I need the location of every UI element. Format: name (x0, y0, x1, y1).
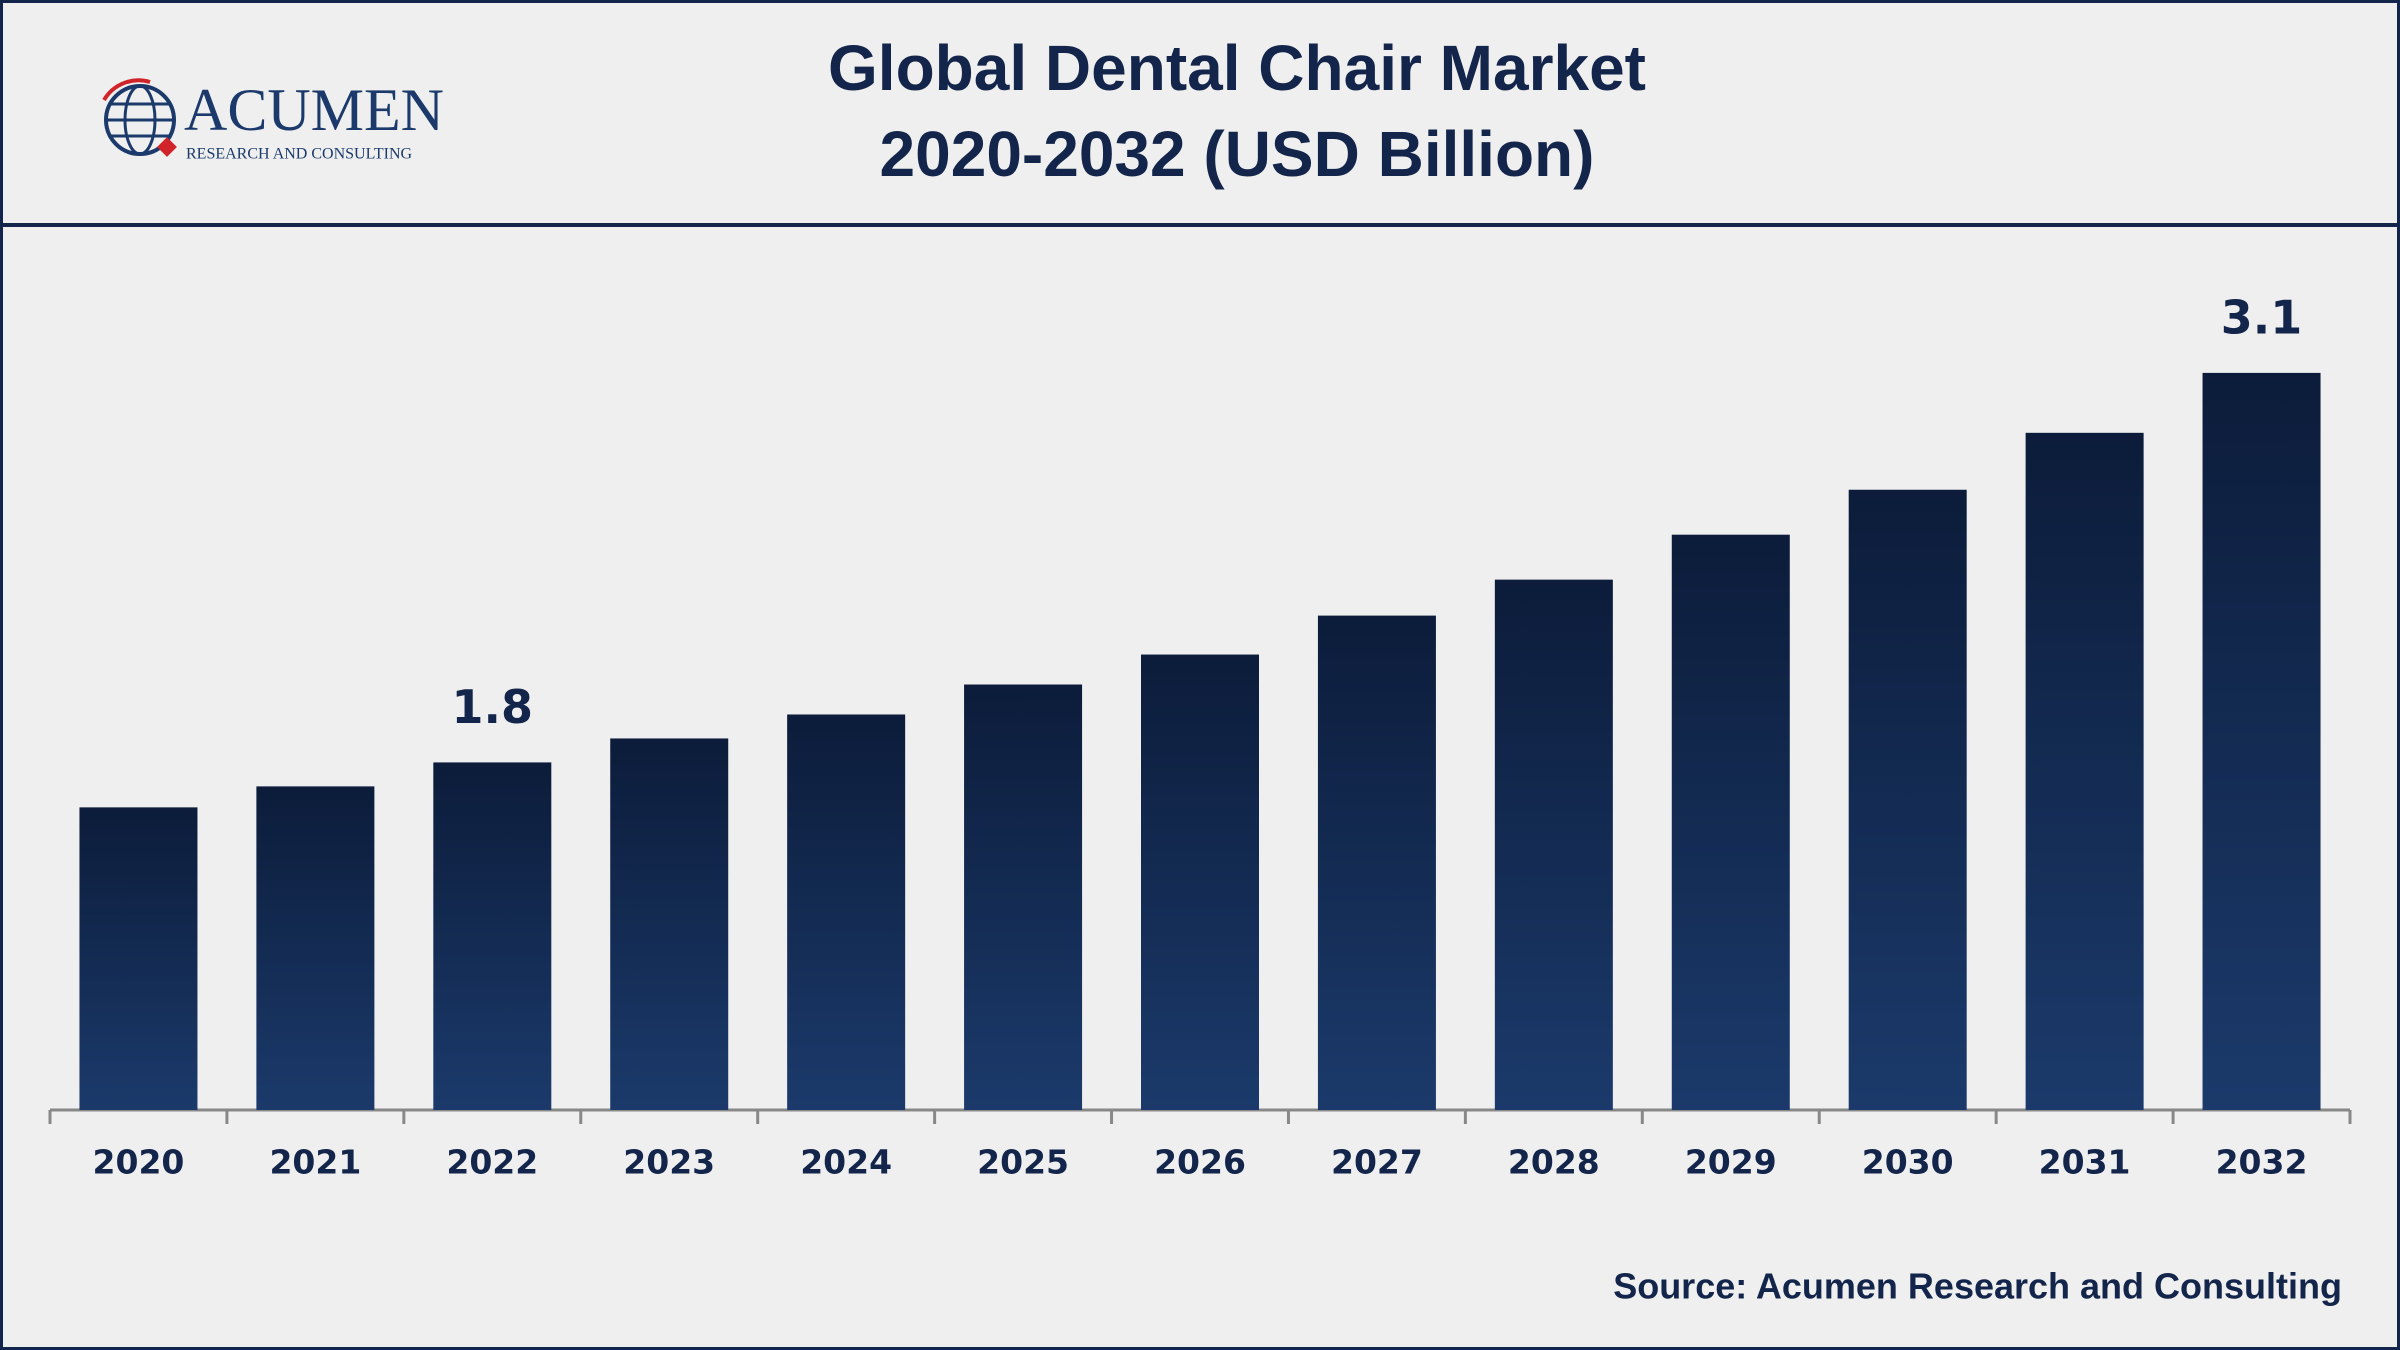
bar (1848, 489, 1967, 1110)
bar (964, 684, 1083, 1110)
x-tick-label: 2027 (1331, 1143, 1423, 1182)
bar (1317, 615, 1436, 1110)
bar (79, 807, 198, 1110)
x-tick-label: 2030 (1862, 1143, 1954, 1182)
x-tick-label: 2031 (2039, 1143, 2131, 1182)
bar (433, 762, 552, 1110)
x-tick-label: 2028 (1508, 1143, 1600, 1182)
logo-tagline: RESEARCH AND CONSULTING (186, 146, 413, 163)
x-tick-label: 2025 (977, 1143, 1069, 1182)
bar (2025, 432, 2144, 1110)
value-label: 1.8 (452, 680, 534, 734)
value-label: 3.1 (2221, 290, 2303, 344)
bar (610, 738, 729, 1110)
x-tick-label: 2023 (623, 1143, 715, 1182)
bar (256, 786, 375, 1110)
chart-title: Global Dental Chair Market (828, 32, 1646, 104)
x-tick-label: 2032 (2216, 1143, 2308, 1182)
source: Source: Acumen Research and Consulting (1613, 1266, 2342, 1307)
x-tick-label: 2026 (1154, 1143, 1246, 1182)
bar (1141, 654, 1259, 1110)
x-tick-label: 2029 (1685, 1143, 1777, 1182)
bar (787, 714, 906, 1110)
x-tick-label: 2021 (269, 1143, 361, 1182)
logo-name: ACUMEN (184, 77, 444, 143)
x-tick-label: 2024 (800, 1143, 892, 1182)
x-tick-label: 2022 (446, 1143, 538, 1182)
bar (1494, 579, 1613, 1110)
logo: ACUMEN RESEARCH AND CONSULTING (102, 77, 444, 163)
logo-diamond (157, 137, 177, 157)
x-tick-label: 2020 (93, 1143, 185, 1182)
bar (1671, 534, 1790, 1110)
bar (2202, 372, 2321, 1110)
chart-subtitle: 2020-2032 (USD Billion) (880, 118, 1595, 190)
logo-arrow (102, 78, 151, 102)
